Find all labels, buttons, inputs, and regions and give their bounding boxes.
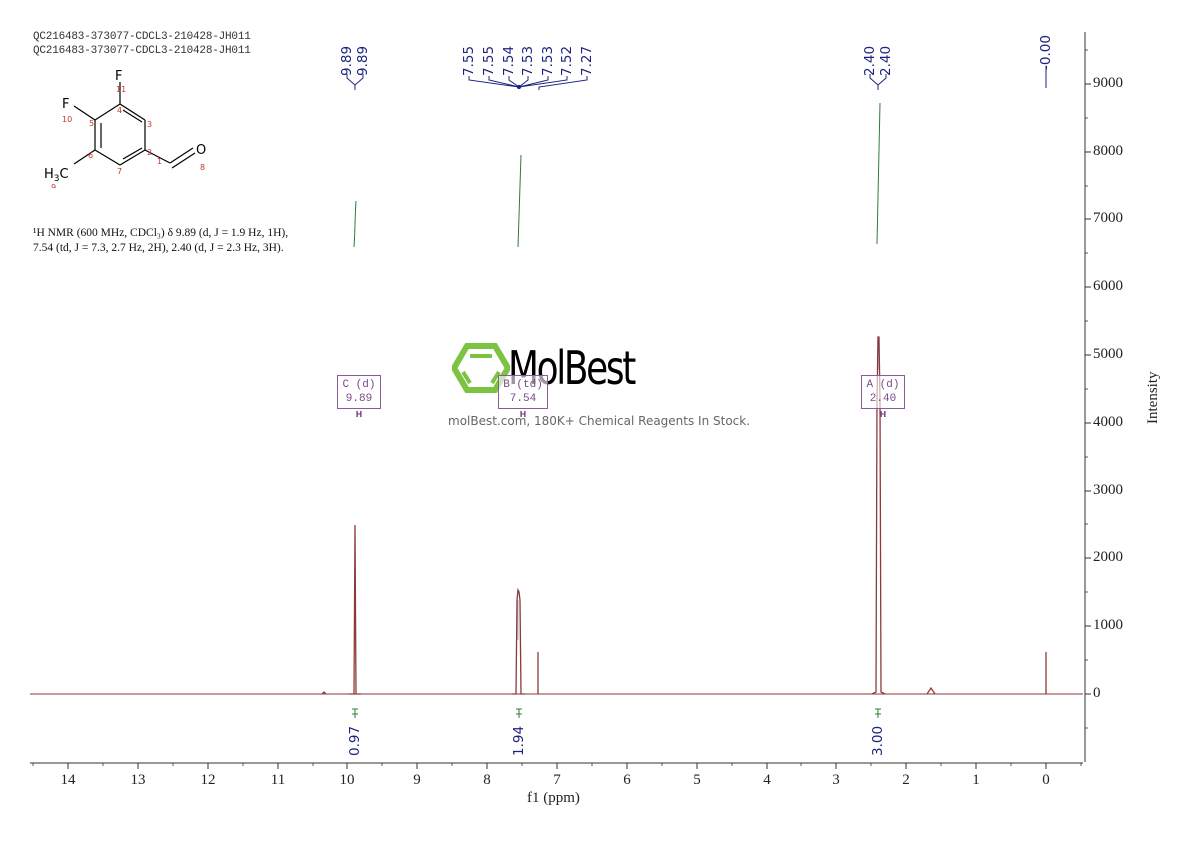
svg-text:3: 3 xyxy=(147,120,152,129)
integral-curves xyxy=(353,102,881,248)
peak-label: 7.53 xyxy=(540,45,556,76)
multiplet-shift: 7.54 xyxy=(509,393,537,405)
peak-label: 2.40 xyxy=(878,45,894,76)
x-tick-label: 7 xyxy=(553,772,561,788)
x-tick-label: 9 xyxy=(413,772,421,788)
svg-text:7: 7 xyxy=(117,167,122,176)
y-axis xyxy=(1084,32,1091,762)
peak-label: 7.55 xyxy=(461,45,477,76)
svg-text:11: 11 xyxy=(116,85,126,94)
y-axis-title: Intensity xyxy=(1145,371,1161,425)
svg-text:10: 10 xyxy=(62,115,72,124)
nmr-description-line-1: ¹H NMR (600 MHz, CDCl₃) δ 9.89 (d, J = 1… xyxy=(33,227,289,239)
y-tick-label: 8000 xyxy=(1093,143,1123,159)
nmr-description-line-2: 7.54 (td, J = 7.3, 2.7 Hz, 2H), 2.40 (d,… xyxy=(33,242,284,254)
x-tick-label: 14 xyxy=(60,772,76,788)
peak-label: 9.89 xyxy=(339,45,355,76)
sample-id-line-2: QC216483-373077-CDCL3-210428-JH011 xyxy=(33,45,251,57)
x-axis-title: f1 (ppm) xyxy=(527,790,580,806)
peak-label: 7.27 xyxy=(579,45,595,76)
peak-label: 7.52 xyxy=(559,45,575,76)
integral-value: 0.97 xyxy=(347,725,363,756)
y-tick-label: 7000 xyxy=(1093,210,1123,226)
x-tick-label: 2 xyxy=(902,772,910,788)
x-tick-label: 0 xyxy=(1042,772,1050,788)
watermark-tagline: molBest.com, 180K+ Chemical Reagents In … xyxy=(448,414,751,428)
y-tick-label: 2000 xyxy=(1093,549,1123,565)
atom-methyl: H3C xyxy=(44,167,69,184)
peak-label: 7.54 xyxy=(501,45,517,76)
x-tick-label: 12 xyxy=(200,772,216,788)
y-tick-label: 9000 xyxy=(1093,75,1123,91)
x-tick-label: 4 xyxy=(763,772,771,788)
peak-label: 9.89 xyxy=(355,45,371,76)
svg-text:5: 5 xyxy=(89,119,94,128)
atom-f-left: F xyxy=(62,97,69,112)
multiplet-h-marker: H xyxy=(519,410,527,419)
x-tick-label: 11 xyxy=(270,772,286,788)
svg-text:9: 9 xyxy=(51,183,56,188)
svg-text:2: 2 xyxy=(147,148,152,157)
x-tick-label: 8 xyxy=(483,772,491,788)
y-tick-label: 6000 xyxy=(1093,278,1123,294)
y-tick-label: 3000 xyxy=(1093,482,1123,498)
y-tick-label: 0 xyxy=(1093,685,1101,701)
peak-label: 7.53 xyxy=(520,45,536,76)
multiplet-h-marker: H xyxy=(355,410,363,419)
x-tick-label: 10 xyxy=(339,772,355,788)
integral-markers xyxy=(352,708,881,718)
sample-id-line-1: QC216483-373077-CDCL3-210428-JH011 xyxy=(33,31,251,43)
svg-text:4: 4 xyxy=(117,106,122,115)
peak-label-connectors xyxy=(346,66,1047,90)
x-tick-label: 3 xyxy=(832,772,840,788)
molbest-logo-icon xyxy=(450,343,512,393)
atom-f-top: F xyxy=(115,69,122,84)
multiplet-label: A (d) xyxy=(866,379,900,391)
multiplet-shift: 2.40 xyxy=(869,393,897,405)
svg-text:6: 6 xyxy=(88,151,93,160)
peak-label: 7.55 xyxy=(481,45,497,76)
integral-value: 3.00 xyxy=(870,725,886,756)
multiplet-label: C (d) xyxy=(342,379,376,391)
atom-numbers: 1 2 3 4 5 6 7 8 9 10 11 xyxy=(51,85,205,188)
multiplet-box-b: B (td) 7.54 H xyxy=(498,375,548,419)
peak-label: 2.40 xyxy=(862,45,878,76)
x-tick-label: 13 xyxy=(130,772,146,788)
spectrum-peaks xyxy=(321,336,1047,695)
multiplet-h-marker: H xyxy=(879,410,887,419)
x-tick-label: 1 xyxy=(972,772,980,788)
y-tick-label: 4000 xyxy=(1093,414,1123,430)
multiplet-box-a: A (d) 2.40 H xyxy=(861,375,905,419)
x-tick-label: 5 xyxy=(693,772,701,788)
chemical-structure: F F O H3C 1 2 3 4 5 6 7 8 9 10 11 xyxy=(44,69,206,188)
integral-value: 1.94 xyxy=(511,725,527,756)
atom-oxygen: O xyxy=(196,143,206,158)
multiplet-label: B (td) xyxy=(503,379,543,391)
x-axis xyxy=(30,762,1083,769)
svg-text:1: 1 xyxy=(157,157,162,166)
multiplet-box-c: C (d) 9.89 H xyxy=(337,375,381,419)
peak-label-tms: -0.00 xyxy=(1038,35,1054,70)
multiplet-shift: 9.89 xyxy=(345,393,373,405)
x-tick-label: 6 xyxy=(623,772,631,788)
svg-text:8: 8 xyxy=(200,163,205,172)
y-tick-label: 1000 xyxy=(1093,617,1123,633)
y-tick-label: 5000 xyxy=(1093,346,1123,362)
